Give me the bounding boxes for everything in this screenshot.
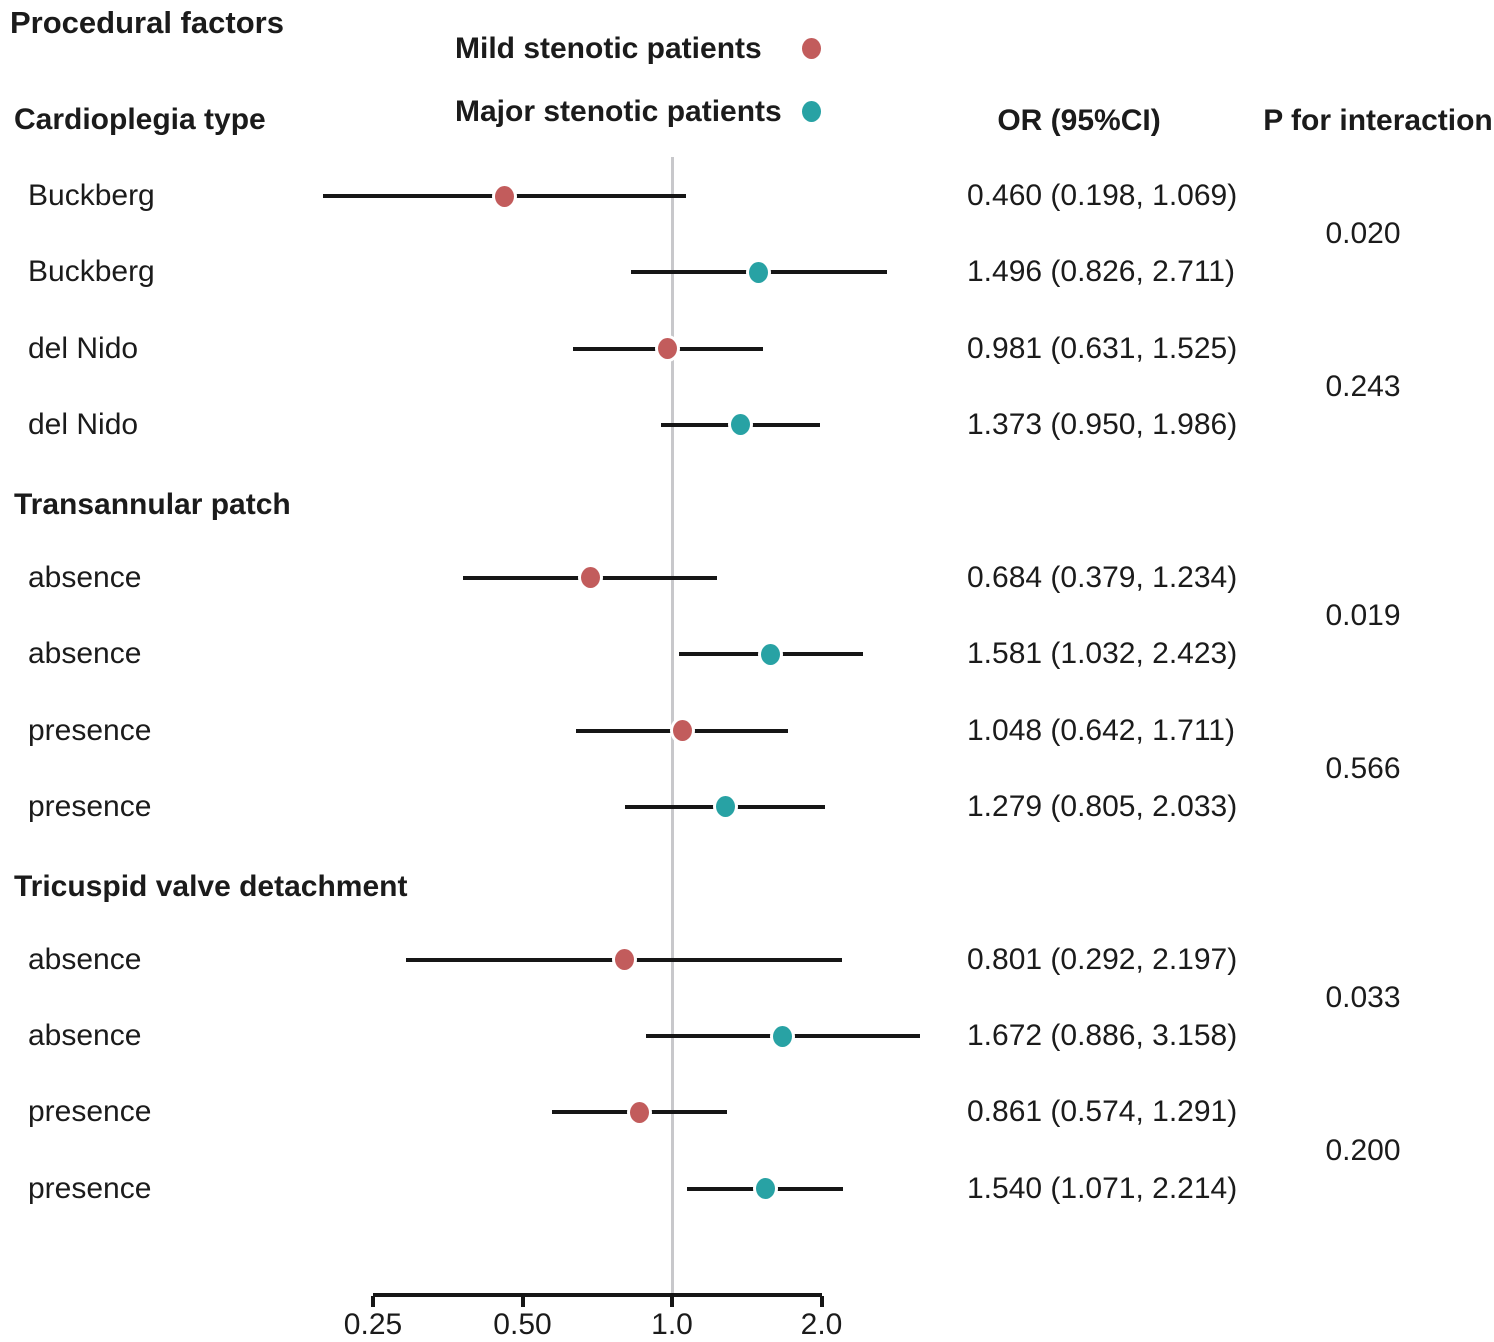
x-axis-tick [520, 1296, 525, 1307]
or-marker [758, 640, 784, 668]
plot-title: Procedural factors [10, 5, 284, 40]
legend-label-mild: Mild stenotic patients [455, 32, 762, 65]
or-value: 0.460 (0.198, 1.069) [967, 179, 1238, 212]
or-marker [655, 335, 681, 363]
p-interaction-value: 0.200 [1325, 1133, 1401, 1167]
group-header: Cardioplegia type [14, 103, 266, 136]
or-marker [752, 1175, 778, 1203]
x-axis-line [373, 1293, 822, 1297]
or-value: 1.672 (0.886, 3.158) [967, 1019, 1238, 1053]
or-value: 1.373 (0.950, 1.986) [967, 407, 1238, 441]
or-value: 1.279 (0.805, 2.033) [967, 789, 1238, 823]
or-marker [727, 411, 753, 439]
x-axis-tick-label: 0.25 [343, 1308, 403, 1341]
row-label: Buckberg [28, 255, 155, 289]
p-column-header: P for interaction [1263, 104, 1493, 137]
or-marker [577, 564, 603, 592]
or-marker [746, 258, 772, 286]
x-axis-tick [819, 1296, 824, 1307]
or-marker [712, 793, 738, 821]
group-header: Transannular patch [14, 487, 291, 521]
row-label: presence [28, 1095, 152, 1129]
x-axis-tick [670, 1296, 674, 1307]
or-marker [770, 1022, 796, 1050]
or-value: 1.581 (1.032, 2.423) [967, 637, 1238, 671]
p-interaction-value: 0.019 [1325, 599, 1401, 633]
or-value: 0.981 (0.631, 1.525) [967, 331, 1238, 365]
or-value: 0.861 (0.574, 1.291) [967, 1095, 1238, 1129]
x-axis-tick-label: 2.0 [800, 1308, 843, 1341]
row-label: presence [28, 789, 152, 823]
row-label: absence [28, 637, 142, 671]
row-label: presence [28, 713, 152, 747]
row-label: absence [28, 942, 142, 976]
or-column-header: OR (95%CI) [997, 104, 1161, 137]
p-interaction-value: 0.566 [1325, 751, 1401, 785]
p-interaction-value: 0.020 [1325, 217, 1401, 251]
or-marker [669, 717, 695, 744]
row-label: presence [28, 1171, 152, 1205]
row-label: del Nido [28, 407, 139, 441]
or-value: 1.496 (0.826, 2.711) [967, 255, 1235, 289]
or-marker [492, 182, 518, 210]
or-value: 1.540 (1.071, 2.214) [967, 1171, 1238, 1205]
or-marker [627, 1098, 653, 1126]
x-axis-tick-label: 0.50 [493, 1308, 552, 1341]
legend-dot-mild-icon [802, 38, 821, 59]
p-interaction-value: 0.243 [1325, 369, 1401, 403]
p-interaction-value: 0.033 [1325, 980, 1401, 1014]
legend-dot-major-icon [802, 101, 821, 122]
or-value: 1.048 (0.642, 1.711) [967, 713, 1235, 747]
group-header: Tricuspid valve detachment [14, 869, 408, 903]
row-label: Buckberg [28, 179, 155, 212]
row-label: absence [28, 1019, 142, 1053]
row-label: absence [28, 560, 142, 594]
or-value: 0.801 (0.292, 2.197) [967, 942, 1238, 976]
legend-label-major: Major stenotic patients [455, 95, 782, 128]
or-value: 0.684 (0.379, 1.234) [967, 560, 1238, 594]
x-axis-tick-label: 1.0 [651, 1308, 693, 1341]
x-axis-tick [371, 1296, 375, 1307]
row-label: del Nido [28, 331, 139, 365]
or-marker [611, 946, 637, 974]
